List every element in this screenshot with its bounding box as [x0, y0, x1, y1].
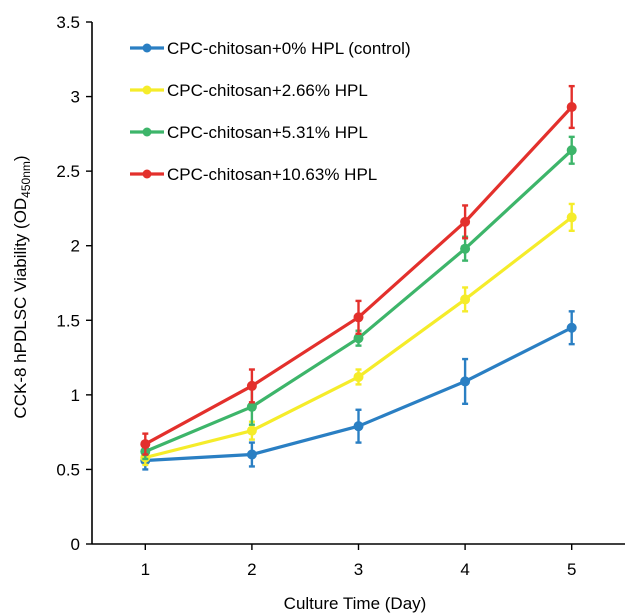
series-layer — [140, 84, 577, 471]
x-tick-label: 1 — [141, 560, 150, 579]
data-point — [566, 322, 577, 333]
x-tick-label: 4 — [460, 560, 469, 579]
data-point — [353, 312, 364, 323]
y-axis-label-subscript: 450nm — [19, 161, 33, 198]
series-3 — [140, 135, 577, 461]
y-tick-label: 3 — [71, 88, 80, 107]
legend-marker — [142, 169, 152, 179]
data-point — [246, 401, 257, 412]
legend-label: CPC-chitosan+2.66% HPL — [167, 81, 368, 100]
data-point — [246, 380, 257, 391]
legend-entry: CPC-chitosan+2.66% HPL — [130, 81, 368, 100]
legend-entry: CPC-chitosan+0% HPL (control) — [130, 39, 411, 58]
legend-label: CPC-chitosan+5.31% HPL — [167, 123, 368, 142]
legend-entry: CPC-chitosan+5.31% HPL — [130, 123, 368, 142]
data-point — [353, 333, 364, 344]
x-tick-label: 2 — [247, 560, 256, 579]
tick-labels: 0 0.5 1 1.5 2 2.5 3 3.5 1 2 3 4 5 — [56, 13, 576, 579]
y-tick-label: 0.5 — [56, 460, 80, 479]
legend: CPC-chitosan+0% HPL (control) CPC-chitosa… — [130, 39, 411, 184]
data-point — [246, 449, 257, 460]
legend-label: CPC-chitosan+0% HPL (control) — [167, 39, 411, 58]
y-tick-label: 0 — [71, 535, 80, 554]
axes — [86, 21, 625, 550]
data-point — [460, 294, 471, 305]
data-point — [460, 243, 471, 254]
y-tick-label: 3.5 — [56, 13, 80, 32]
y-tick-label: 1 — [71, 386, 80, 405]
data-point — [566, 145, 577, 156]
data-point — [246, 425, 257, 436]
x-tick-label: 3 — [354, 560, 363, 579]
x-axis-label: Culture Time (Day) — [284, 594, 427, 613]
y-axis-label: CCK-8 hPDLSC Viability (OD450nm) — [11, 155, 33, 418]
legend-label: CPC-chitosan+10.63% HPL — [167, 165, 377, 184]
y-axis-label-main: CCK-8 hPDLSC Viability (OD — [11, 198, 30, 419]
series-line — [144, 105, 573, 446]
y-tick-label: 2 — [71, 237, 80, 256]
data-point — [353, 371, 364, 382]
y-tick-label: 2.5 — [56, 162, 80, 181]
data-point — [460, 376, 471, 387]
legend-marker — [142, 85, 152, 95]
data-point — [460, 216, 471, 227]
data-point — [566, 212, 577, 223]
y-tick-label: 1.5 — [56, 311, 80, 330]
legend-entry: CPC-chitosan+10.63% HPL — [130, 165, 377, 184]
data-point — [353, 421, 364, 432]
legend-marker — [142, 43, 152, 53]
data-point — [140, 439, 151, 450]
legend-marker — [142, 127, 152, 137]
y-axis-label-close: ) — [11, 155, 30, 161]
series-4 — [140, 84, 577, 456]
data-point — [566, 102, 577, 113]
x-tick-label: 5 — [567, 560, 576, 579]
